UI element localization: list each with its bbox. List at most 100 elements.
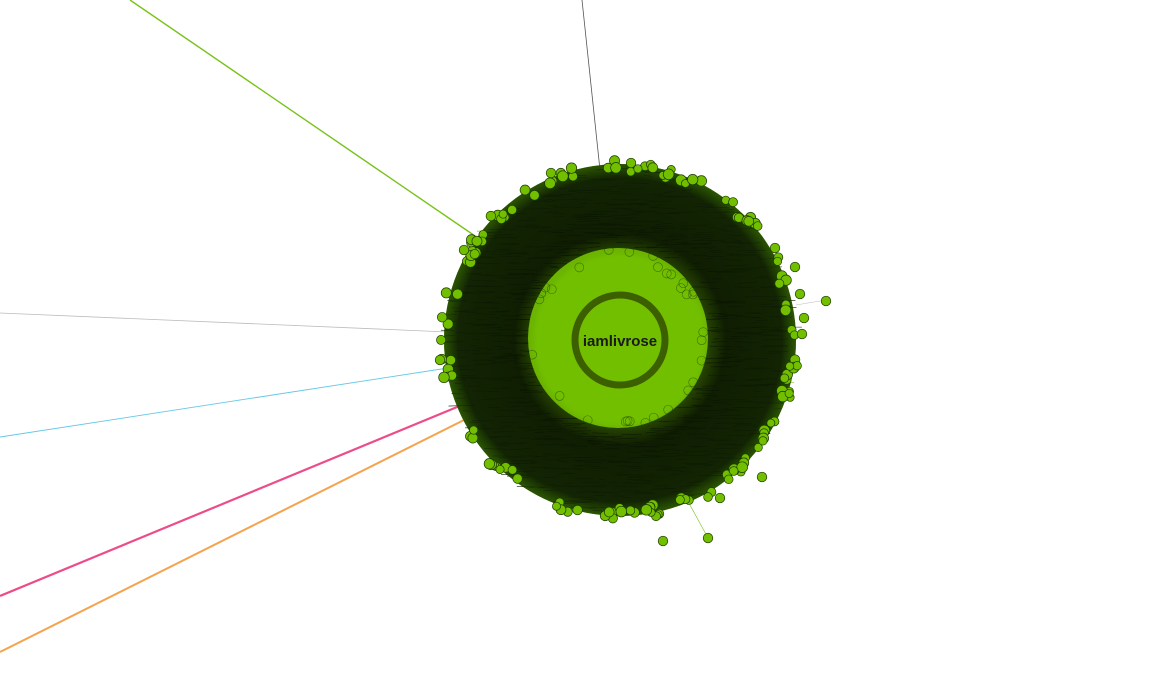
- inner-node[interactable]: [648, 251, 659, 261]
- graph-node[interactable]: [773, 256, 783, 266]
- graph-node[interactable]: [544, 177, 556, 190]
- inner-node[interactable]: [683, 385, 694, 396]
- graph-node[interactable]: [736, 461, 748, 473]
- graph-node[interactable]: [728, 197, 738, 207]
- edge-cyan: [0, 367, 449, 438]
- inner-node[interactable]: [527, 349, 537, 360]
- graph-node[interactable]: [610, 162, 622, 174]
- inner-node[interactable]: [554, 391, 565, 401]
- graph-node[interactable]: [640, 504, 653, 516]
- graph-node[interactable]: [545, 167, 557, 179]
- inner-node[interactable]: [676, 283, 686, 293]
- inner-node[interactable]: [653, 262, 663, 272]
- graph-node[interactable]: [495, 464, 505, 474]
- graph-node[interactable]: [625, 157, 637, 169]
- graph-node[interactable]: [820, 295, 832, 307]
- graph-node[interactable]: [603, 506, 615, 518]
- inner-node[interactable]: [624, 416, 635, 427]
- graph-node[interactable]: [507, 204, 518, 215]
- graph-node[interactable]: [780, 304, 792, 316]
- graph-node[interactable]: [743, 216, 755, 227]
- graph-node[interactable]: [625, 505, 636, 516]
- graph-node[interactable]: [784, 388, 794, 398]
- graph-node[interactable]: [471, 235, 483, 247]
- graph-node[interactable]: [703, 492, 713, 502]
- graph-node[interactable]: [615, 505, 628, 518]
- graph-node[interactable]: [785, 361, 795, 371]
- graph-node[interactable]: [485, 210, 497, 222]
- graph-node[interactable]: [794, 288, 806, 300]
- graph-node[interactable]: [662, 168, 675, 181]
- graph-node[interactable]: [556, 170, 569, 183]
- graph-node[interactable]: [436, 335, 447, 345]
- graph-node[interactable]: [779, 373, 790, 383]
- inner-node[interactable]: [688, 286, 699, 297]
- graph-node[interactable]: [519, 184, 531, 196]
- graph-node[interactable]: [798, 312, 810, 324]
- hub-node[interactable]: iamlivrose: [571, 291, 669, 389]
- graph-node[interactable]: [565, 162, 578, 174]
- graph-node[interactable]: [452, 288, 463, 300]
- graph-node[interactable]: [792, 361, 802, 371]
- graph-node[interactable]: [728, 466, 739, 476]
- graph-node[interactable]: [752, 221, 763, 231]
- graph-node[interactable]: [572, 504, 583, 516]
- inner-node[interactable]: [547, 284, 557, 295]
- graph-node[interactable]: [552, 501, 561, 511]
- graph-node[interactable]: [507, 465, 518, 475]
- edge-small-1: [689, 504, 709, 539]
- graph-node[interactable]: [469, 249, 480, 260]
- graph-node[interactable]: [438, 371, 450, 384]
- graph-node[interactable]: [723, 474, 734, 485]
- graph-node[interactable]: [498, 209, 508, 219]
- inner-node[interactable]: [696, 355, 707, 366]
- graph-node[interactable]: [702, 532, 714, 544]
- graph-node[interactable]: [796, 328, 808, 340]
- graph-node[interactable]: [758, 436, 768, 446]
- graph-node[interactable]: [467, 432, 479, 444]
- inner-node[interactable]: [620, 416, 631, 427]
- inner-node[interactable]: [661, 268, 672, 279]
- inner-node[interactable]: [603, 245, 614, 255]
- inner-node[interactable]: [698, 327, 709, 337]
- graph-node[interactable]: [774, 278, 785, 289]
- inner-node[interactable]: [540, 282, 551, 293]
- graph-node[interactable]: [633, 164, 643, 174]
- graph-node[interactable]: [529, 190, 540, 201]
- inner-node[interactable]: [688, 377, 699, 388]
- inner-node[interactable]: [640, 418, 651, 428]
- graph-node[interactable]: [657, 535, 669, 547]
- graph-node[interactable]: [440, 287, 452, 299]
- inner-node[interactable]: [663, 404, 673, 415]
- graph-node[interactable]: [483, 458, 495, 470]
- graph-node[interactable]: [789, 261, 801, 273]
- inner-node[interactable]: [696, 335, 707, 346]
- graph-node[interactable]: [434, 354, 446, 366]
- graph-node[interactable]: [512, 473, 523, 484]
- graph-node[interactable]: [753, 443, 763, 453]
- inner-node[interactable]: [574, 262, 585, 273]
- graph-node[interactable]: [675, 495, 685, 505]
- graph-node[interactable]: [647, 162, 659, 173]
- hub-ring: [571, 291, 669, 389]
- inner-node[interactable]: [648, 412, 659, 423]
- inner-node[interactable]: [534, 294, 545, 305]
- inner-node[interactable]: [681, 289, 692, 300]
- inner-node[interactable]: [624, 247, 635, 257]
- graph-node[interactable]: [458, 244, 470, 256]
- graph-node[interactable]: [469, 425, 479, 435]
- graph-node[interactable]: [437, 312, 448, 323]
- inner-node[interactable]: [666, 269, 677, 280]
- graph-node[interactable]: [445, 355, 456, 366]
- hub-label: iamlivrose: [583, 333, 657, 350]
- graph-node[interactable]: [766, 418, 776, 428]
- inner-node[interactable]: [678, 278, 689, 288]
- graph-node[interactable]: [442, 318, 454, 330]
- graph-node[interactable]: [687, 174, 699, 186]
- graph-node[interactable]: [769, 242, 781, 254]
- inner-disc: [528, 248, 708, 428]
- graph-node[interactable]: [756, 471, 768, 483]
- graph-node[interactable]: [714, 492, 726, 504]
- inner-node[interactable]: [582, 415, 593, 426]
